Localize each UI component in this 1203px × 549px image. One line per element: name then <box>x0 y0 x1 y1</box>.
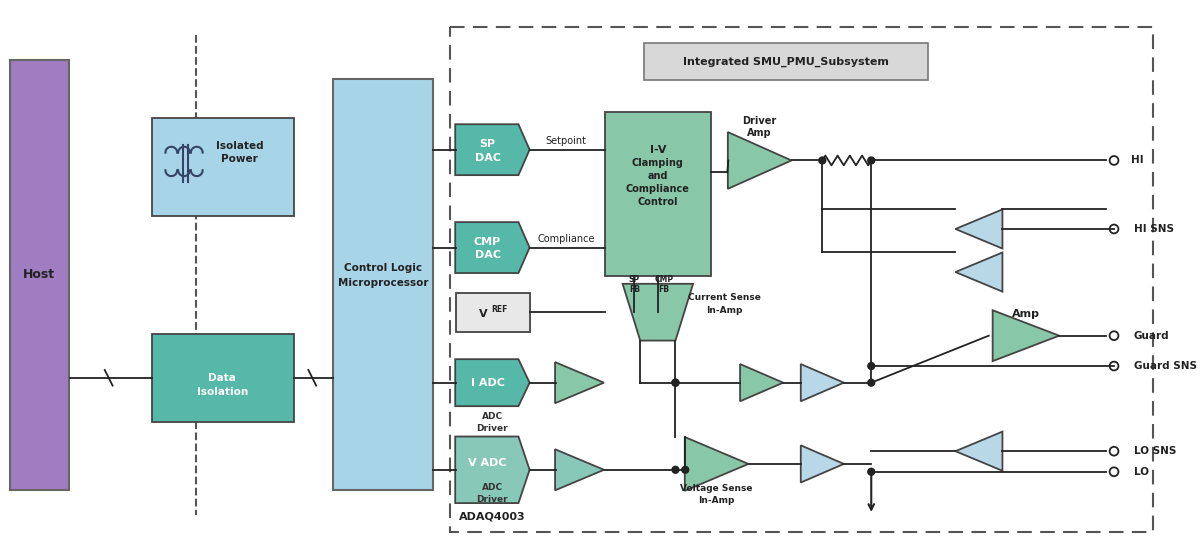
Bar <box>450 27 1154 533</box>
Text: V: V <box>479 309 487 319</box>
Text: I-V: I-V <box>650 145 666 155</box>
Text: ADAQ4003: ADAQ4003 <box>460 512 526 522</box>
Polygon shape <box>801 364 843 401</box>
Bar <box>644 43 928 80</box>
Circle shape <box>682 466 688 473</box>
Text: ADC: ADC <box>482 412 503 422</box>
Text: Voltage Sense: Voltage Sense <box>681 484 753 493</box>
Text: LO SNS: LO SNS <box>1133 446 1177 456</box>
Text: SP: SP <box>629 276 640 284</box>
Text: In-Amp: In-Amp <box>699 496 735 505</box>
Circle shape <box>819 157 825 164</box>
Text: Amp: Amp <box>1012 309 1039 319</box>
Circle shape <box>672 379 678 386</box>
Polygon shape <box>728 132 792 189</box>
Polygon shape <box>455 359 529 406</box>
Text: CMP: CMP <box>654 276 674 284</box>
Polygon shape <box>955 432 1002 471</box>
Polygon shape <box>685 437 748 491</box>
Polygon shape <box>740 364 783 401</box>
Text: Current Sense: Current Sense <box>688 293 760 302</box>
Bar <box>605 111 711 276</box>
Text: Driver: Driver <box>476 495 508 503</box>
Circle shape <box>867 362 875 369</box>
Text: DAC: DAC <box>474 250 500 260</box>
Text: Microprocessor: Microprocessor <box>338 278 428 288</box>
Text: Amp: Amp <box>747 128 772 138</box>
Text: Setpoint: Setpoint <box>545 136 586 146</box>
Text: REF: REF <box>491 305 508 313</box>
Polygon shape <box>455 124 529 175</box>
Text: Clamping: Clamping <box>632 159 683 169</box>
Text: Guard: Guard <box>1133 330 1169 341</box>
Text: Integrated SMU_PMU_Subsystem: Integrated SMU_PMU_Subsystem <box>683 57 889 67</box>
Circle shape <box>867 379 875 386</box>
Text: ADC: ADC <box>482 483 503 492</box>
Bar <box>152 334 294 422</box>
Polygon shape <box>455 436 529 503</box>
Text: HI SNS: HI SNS <box>1133 224 1174 234</box>
Text: V ADC: V ADC <box>468 458 506 468</box>
Text: Isolated: Isolated <box>217 141 263 151</box>
Text: In-Amp: In-Amp <box>706 306 742 315</box>
Polygon shape <box>555 449 604 490</box>
Text: Compliance: Compliance <box>537 234 594 244</box>
Bar <box>152 119 294 216</box>
Circle shape <box>672 379 678 386</box>
Text: Power: Power <box>221 154 259 165</box>
Text: Control Logic: Control Logic <box>344 263 422 273</box>
Text: Control: Control <box>638 197 678 206</box>
Circle shape <box>867 468 875 475</box>
Text: FB: FB <box>629 285 640 294</box>
Text: SP: SP <box>480 139 496 149</box>
Text: Isolation: Isolation <box>196 388 248 397</box>
Text: HI: HI <box>1131 155 1143 165</box>
Polygon shape <box>801 445 843 483</box>
Polygon shape <box>555 362 604 403</box>
Bar <box>333 79 433 490</box>
Text: CMP: CMP <box>474 237 502 247</box>
Text: I ADC: I ADC <box>470 378 504 388</box>
Polygon shape <box>455 222 529 273</box>
Text: Data: Data <box>208 373 236 383</box>
Text: and: and <box>647 171 668 181</box>
Circle shape <box>867 157 875 164</box>
Polygon shape <box>623 284 693 340</box>
Bar <box>10 60 69 490</box>
Polygon shape <box>955 209 1002 249</box>
Text: Driver: Driver <box>742 116 777 126</box>
Text: LO: LO <box>1133 467 1149 477</box>
Polygon shape <box>992 310 1059 361</box>
Text: Guard SNS: Guard SNS <box>1133 361 1197 371</box>
Text: Driver: Driver <box>476 424 508 433</box>
Circle shape <box>672 466 678 473</box>
Polygon shape <box>955 253 1002 292</box>
Text: DAC: DAC <box>474 153 500 163</box>
Text: FB: FB <box>658 285 669 294</box>
Bar <box>456 293 529 332</box>
Text: Compliance: Compliance <box>626 184 689 194</box>
Text: Host: Host <box>23 268 55 282</box>
